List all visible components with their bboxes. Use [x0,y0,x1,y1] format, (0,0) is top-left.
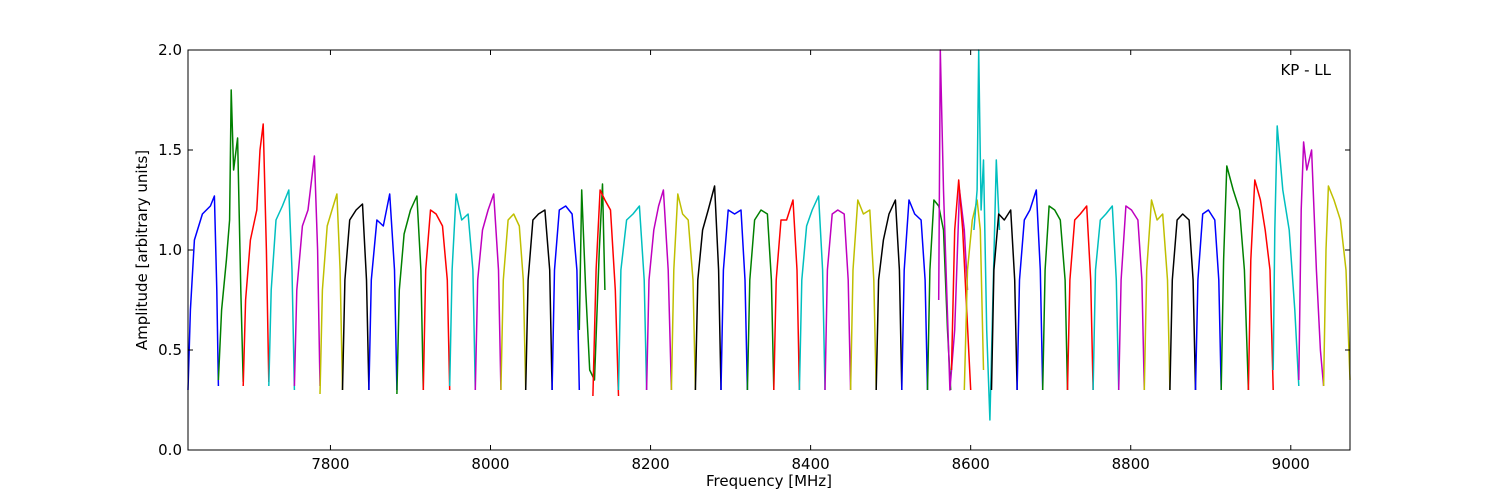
series-line-12 [474,193,502,391]
series-line-21 [694,185,722,391]
series-line-32 [950,179,972,391]
series-line-25 [798,195,826,391]
series-line-11 [448,193,477,391]
series-line-9 [396,195,425,395]
series-line-19 [645,189,673,391]
series-line-47 [1298,141,1325,387]
series-line-1 [187,195,220,391]
series-line-18 [617,205,648,391]
x-tick-label: 9000 [1272,455,1310,473]
series-line-2 [217,89,244,383]
y-tick-label: 1.5 [158,141,182,159]
series-line-40 [1117,205,1146,391]
series-line-44 [1220,165,1250,391]
series-line-5 [293,155,321,387]
y-tick-label: 2.0 [158,41,182,59]
series-line-15 [551,205,581,391]
series-line-39 [1092,205,1120,391]
series-line-3 [242,123,270,387]
series-line-7 [341,203,370,391]
series-line-34 [973,49,1001,421]
series-line-8 [368,193,398,391]
series-line-38 [1066,205,1094,391]
y-tick-label: 0.5 [158,341,182,359]
series-line-33 [963,199,985,391]
series-line-35 [990,209,1018,391]
x-tick-label: 8000 [471,455,509,473]
series-line-6 [319,193,344,395]
series-line-45 [1247,179,1274,391]
y-axis-ticks: 0.0 0.5 1.0 1.5 2.0 [158,41,1350,459]
series-line-29 [901,199,929,391]
series-line-17 [592,189,620,397]
series-line-43 [1194,209,1222,391]
series-line-31 [937,49,969,391]
series-line-48 [1322,185,1351,387]
x-tick-label: 7800 [311,455,349,473]
y-tick-label: 0.0 [158,441,182,459]
series-line-14 [524,209,553,391]
series-line-46 [1272,125,1300,387]
x-tick-label: 8600 [952,455,990,473]
series-line-22 [720,209,749,391]
x-axis-label: Frequency [MHz] [706,472,832,490]
series-line-28 [875,199,903,391]
series-line-37 [1041,205,1069,391]
series-line-13 [500,213,527,391]
series-line-26 [824,209,852,391]
series-line-36 [1016,189,1044,391]
series-line-27 [849,199,877,391]
series-line-24 [773,199,801,391]
y-axis-label: Amplitude [arbitrary units] [133,150,151,350]
series-line-41 [1143,199,1171,391]
x-tick-label: 8800 [1112,455,1150,473]
x-axis-ticks: 7800 8000 8200 8400 8600 8800 9000 [311,50,1310,473]
series-line-23 [746,209,775,391]
y-tick-label: 1.0 [158,241,182,259]
chart-annotation: KP - LL [1280,61,1331,79]
series-line-4 [268,189,296,391]
x-tick-label: 8400 [792,455,830,473]
series-line-42 [1169,213,1197,391]
series-line-10 [422,209,451,391]
series-line-20 [670,193,697,391]
series-layer [187,49,1351,421]
x-tick-label: 8200 [631,455,669,473]
